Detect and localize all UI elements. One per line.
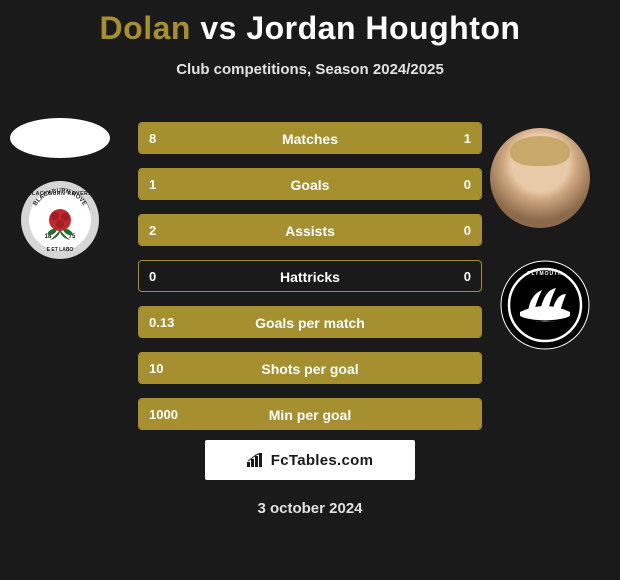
player1-avatar — [10, 118, 110, 158]
stat-row: 0.13 Goals per match — [138, 306, 482, 338]
stat-row: 1 Goals 0 — [138, 168, 482, 200]
stat-label: Goals — [291, 169, 330, 200]
stat-left-value: 10 — [149, 353, 163, 384]
stat-right-value: 1 — [464, 123, 471, 154]
player2-avatar — [490, 128, 590, 228]
stat-left-value: 0.13 — [149, 307, 174, 338]
title-vs: vs — [200, 10, 237, 46]
stat-right-value: 0 — [464, 215, 471, 246]
chart-icon — [247, 453, 265, 467]
stat-label: Assists — [285, 215, 335, 246]
date-text: 3 october 2024 — [257, 500, 362, 517]
stat-label: Min per goal — [269, 399, 351, 430]
footer-attribution[interactable]: FcTables.com — [205, 440, 415, 480]
stat-left-value: 0 — [149, 261, 156, 292]
stat-label: Matches — [282, 123, 338, 154]
stat-label: Hattricks — [280, 261, 340, 292]
stat-row: 1000 Min per goal — [138, 398, 482, 430]
club-right-badge: PLYMOUTH — [500, 260, 590, 350]
stats-container: 8 Matches 1 1 Goals 0 2 Assists 0 0 Hattricks 0 0.13… — [138, 122, 482, 444]
player1-name: Dolan — [100, 10, 191, 46]
stat-row: 10 Shots per goal — [138, 352, 482, 384]
stat-row: 2 Assists 0 — [138, 214, 482, 246]
stat-row: 0 Hattricks 0 — [138, 260, 482, 292]
stat-left-value: 2 — [149, 215, 156, 246]
club-left-badge: BLACKBURN ROVERS BLACKBURN ROVERS E ET L… — [20, 180, 100, 260]
svg-text:PLYMOUTH: PLYMOUTH — [527, 271, 563, 277]
svg-text:BLACKBURN ROVERS: BLACKBURN ROVERS — [28, 191, 93, 197]
svg-text:E ET LABO: E ET LABO — [47, 247, 74, 253]
stat-label: Shots per goal — [261, 353, 358, 384]
stat-label: Goals per match — [255, 307, 365, 338]
player2-name: Jordan Houghton — [246, 10, 520, 46]
stat-row: 8 Matches 1 — [138, 122, 482, 154]
stat-right-value: 0 — [464, 169, 471, 200]
comparison-title: Dolan vs Jordan Houghton — [0, 0, 620, 47]
stat-left-value: 1000 — [149, 399, 178, 430]
stat-left-value: 8 — [149, 123, 156, 154]
stat-left-value: 1 — [149, 169, 156, 200]
subtitle: Club competitions, Season 2024/2025 — [0, 61, 620, 78]
footer-brand-text: FcTables.com — [271, 452, 374, 469]
stat-right-value: 0 — [464, 261, 471, 292]
